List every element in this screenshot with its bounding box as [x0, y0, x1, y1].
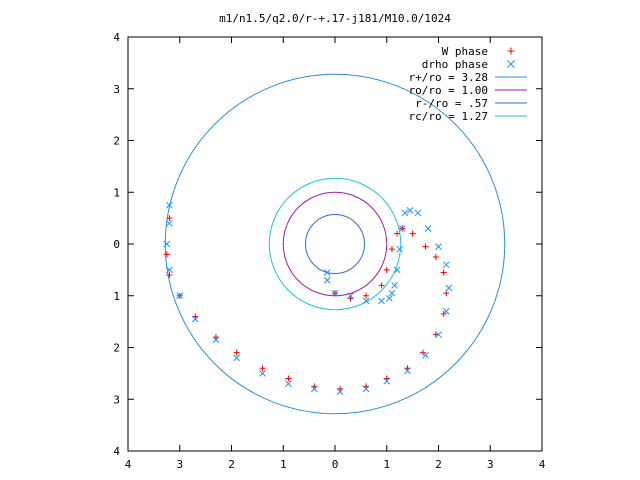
data-point: [406, 207, 414, 214]
data-point: [383, 266, 390, 273]
data-point: [378, 282, 385, 289]
data-point: [285, 375, 292, 382]
data-point: [409, 230, 416, 237]
y-tick-label: 4: [113, 31, 120, 44]
x-tick-label: 1: [383, 458, 390, 471]
data-point: [166, 266, 173, 274]
legend-label: r+/ro = 3.28: [409, 71, 488, 84]
data-point: [388, 246, 395, 253]
data-point: [440, 269, 447, 276]
x-tick-label: 0: [332, 458, 339, 471]
data-point: [362, 385, 370, 393]
y-tick-label: 2: [113, 135, 120, 148]
data-point: [391, 282, 398, 289]
data-point: [163, 251, 170, 258]
reference-circles: [164, 73, 506, 415]
data-point: [285, 380, 292, 388]
legend-marker: [507, 60, 515, 68]
data-point: [401, 209, 409, 217]
legend-label: W phase: [442, 45, 488, 58]
data-point: [398, 225, 406, 232]
data-point: [166, 272, 173, 279]
x-tick-label: 3: [176, 458, 183, 471]
reference-circle: [164, 73, 506, 415]
legend-marker: [507, 47, 515, 55]
data-point: [163, 240, 171, 248]
legend-label: ro/ro = 1.00: [409, 84, 488, 97]
data-point: [347, 292, 354, 300]
y-tick-label: 4: [113, 445, 120, 458]
data-point: [378, 297, 385, 305]
data-point: [442, 307, 450, 315]
data-point: [435, 243, 442, 250]
data-point: [424, 225, 432, 232]
y-tick-label: 1: [113, 186, 120, 199]
data-point: [191, 315, 199, 323]
data-point: [323, 269, 331, 276]
data-point: [422, 243, 429, 250]
data-point: [331, 289, 339, 297]
data-point: [445, 284, 453, 292]
reference-circle: [268, 177, 402, 311]
y-tick-label: 1: [113, 290, 120, 303]
data-point: [396, 245, 404, 253]
x-tick-label: 1: [280, 458, 287, 471]
y-tick-label: 3: [113, 83, 120, 96]
y-tick-label: 0: [113, 238, 120, 251]
data-point: [259, 370, 266, 377]
data-point: [388, 289, 396, 297]
legend-label: r-/ro = .57: [415, 97, 488, 110]
data-point: [336, 388, 344, 395]
x-tick-label: 4: [125, 458, 132, 471]
data-point: [385, 294, 393, 302]
data-point: [259, 365, 266, 372]
data-point: [422, 351, 429, 359]
data-point: [435, 331, 442, 338]
data-point: [393, 266, 401, 274]
data-point: [212, 336, 220, 344]
x-tick-label: 3: [487, 458, 494, 471]
data-point: [166, 215, 173, 222]
x-tick-label: 2: [228, 458, 235, 471]
data-point: [363, 292, 370, 299]
x-tick-label: 2: [435, 458, 442, 471]
data-point: [323, 276, 331, 284]
y-tick-label: 3: [113, 393, 120, 406]
data-point: [310, 385, 318, 393]
reference-circle: [282, 191, 388, 297]
data-point: [404, 367, 411, 375]
chart-title: m1/n1.5/q2.0/r-+.17-j181/M10.0/1024: [219, 12, 451, 25]
y-tick-label: 2: [113, 342, 120, 355]
series-drho-phase: [163, 201, 453, 395]
reference-circle: [305, 214, 365, 274]
data-point: [362, 297, 370, 305]
legend-label: rc/ro = 1.27: [409, 110, 488, 123]
legend-label: drho phase: [422, 58, 488, 71]
data-point: [432, 253, 439, 260]
x-tick-label: 4: [539, 458, 546, 471]
data-point: [166, 219, 173, 227]
data-point: [166, 201, 173, 209]
data-series: [163, 201, 453, 395]
data-point: [394, 230, 401, 237]
data-point: [176, 292, 184, 300]
data-point: [233, 354, 241, 362]
data-point: [383, 377, 391, 385]
data-point: [233, 349, 240, 356]
data-point: [442, 261, 450, 269]
data-point: [414, 209, 422, 217]
